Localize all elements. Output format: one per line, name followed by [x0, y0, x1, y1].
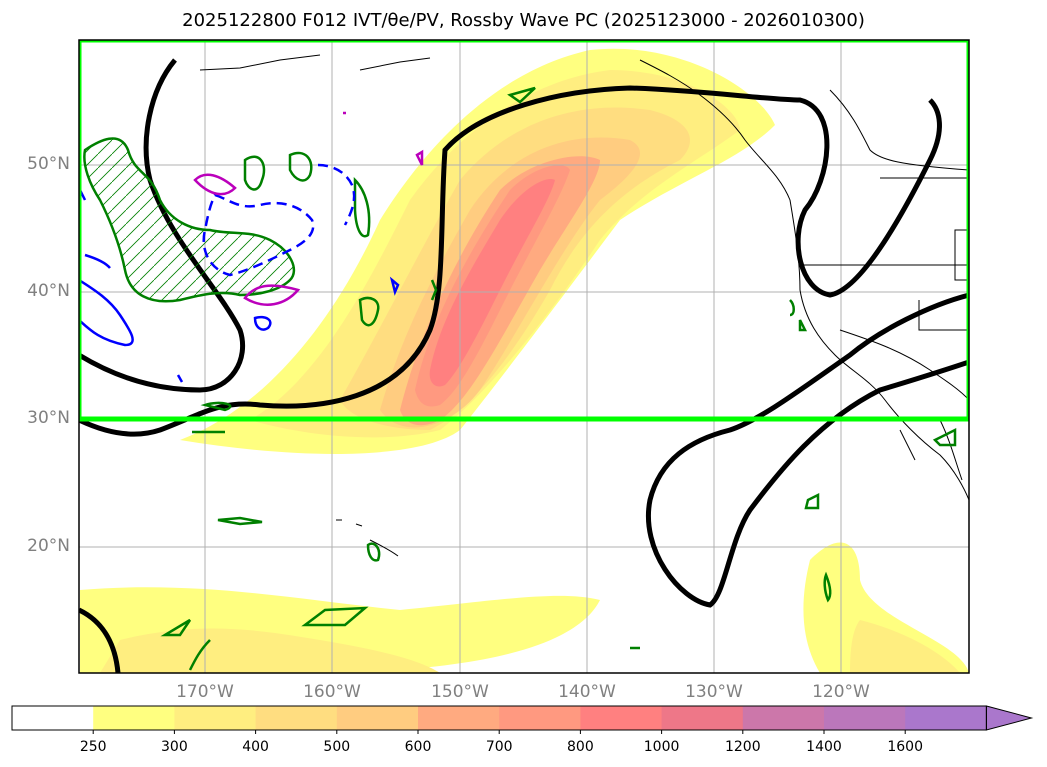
colorbar-tick-label: 250	[79, 739, 107, 755]
lon-label-120w: 120°W	[812, 682, 870, 702]
lat-label-50n: 50°N	[27, 154, 70, 174]
colorbar-segment	[418, 706, 500, 730]
map-title: 2025122800 F012 IVT/θe/PV, Rossby Wave P…	[182, 10, 865, 31]
colorbar-tick-label: 500	[323, 739, 351, 755]
pv-positive-contours	[83, 86, 957, 671]
colorbar-tick-label: 1200	[724, 739, 761, 755]
lon-label-130w: 130°W	[685, 682, 743, 702]
colorbar-tick-label: 800	[567, 739, 594, 755]
lon-label-170w: 170°W	[176, 682, 234, 702]
map-frame	[78, 39, 970, 674]
colorbar-tick-label: 300	[161, 739, 188, 755]
colorbar-segment	[12, 706, 94, 730]
colorbar	[11, 705, 1034, 734]
colorbar-tick-label: 400	[242, 739, 269, 755]
colorbar-segment	[661, 706, 744, 730]
lat-label-20n: 20°N	[27, 536, 70, 556]
colorbar-tick-label: 600	[404, 739, 432, 755]
colorbar-segment	[905, 706, 987, 730]
lat-label-30n: 30°N	[27, 408, 70, 428]
colorbar-segment	[824, 706, 906, 730]
colorbar-segment	[742, 706, 825, 730]
lon-label-150w: 150°W	[431, 682, 489, 702]
lat-label-40n: 40°N	[27, 281, 70, 301]
colorbar-segment	[174, 706, 257, 730]
colorbar-tick-label: 1000	[643, 739, 680, 755]
ivt-shading	[80, 48, 969, 673]
theta-e-contours	[193, 111, 424, 306]
colorbar-segment	[93, 706, 175, 730]
colorbar-segment	[255, 706, 338, 730]
lon-label-160w: 160°W	[303, 682, 361, 702]
colorbar-segment	[336, 706, 419, 730]
colorbar-segment	[580, 706, 663, 730]
coastlines	[199, 54, 969, 557]
colorbar-tick-label: 1600	[887, 739, 923, 755]
colorbar-tick-label: 1400	[806, 739, 842, 755]
colorbar-extend-arrow	[985, 705, 1034, 731]
lon-label-140w: 140°W	[558, 682, 616, 702]
highlight-box	[79, 40, 969, 422]
colorbar-tick-label: 700	[485, 739, 513, 755]
rossby-contours	[79, 58, 969, 673]
colorbar-segment	[499, 706, 581, 730]
